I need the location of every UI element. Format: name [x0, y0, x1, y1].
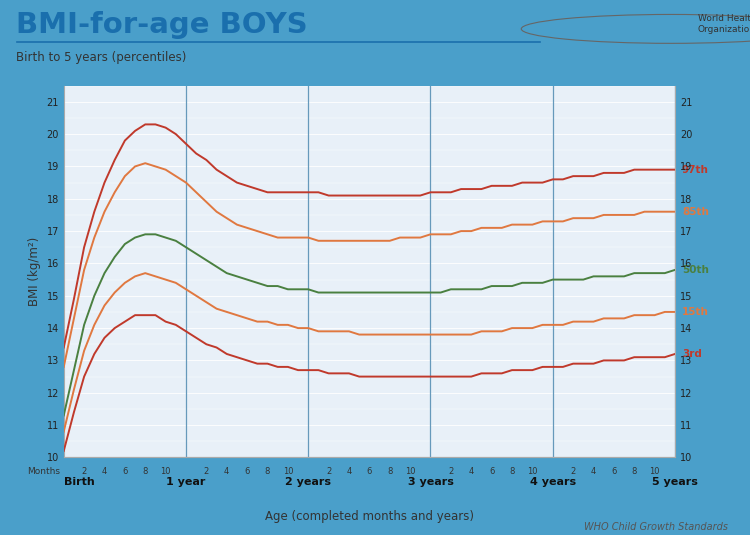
Text: 8: 8	[387, 467, 392, 476]
Text: 3 years: 3 years	[407, 477, 454, 487]
Text: 4: 4	[469, 467, 474, 476]
Text: 10: 10	[283, 467, 293, 476]
Text: 6: 6	[122, 467, 128, 476]
Text: Age (completed months and years): Age (completed months and years)	[265, 510, 474, 523]
Text: World Health
Organization: World Health Organization	[698, 14, 750, 34]
Text: 2: 2	[326, 467, 332, 476]
Text: 85th: 85th	[682, 207, 709, 217]
Text: 6: 6	[367, 467, 372, 476]
Text: 10: 10	[527, 467, 538, 476]
Text: Months: Months	[27, 467, 60, 476]
Y-axis label: BMI (kg/m²): BMI (kg/m²)	[28, 237, 41, 306]
Text: 8: 8	[632, 467, 637, 476]
Text: 2: 2	[82, 467, 87, 476]
Text: 15th: 15th	[682, 307, 709, 317]
Text: 4: 4	[102, 467, 107, 476]
Text: 4: 4	[224, 467, 230, 476]
Text: 8: 8	[265, 467, 270, 476]
Text: 6: 6	[244, 467, 250, 476]
Text: 8: 8	[509, 467, 515, 476]
Text: 10: 10	[650, 467, 660, 476]
Text: 4: 4	[346, 467, 352, 476]
Text: 50th: 50th	[682, 265, 709, 275]
Text: 3rd: 3rd	[682, 349, 702, 359]
Text: 2: 2	[204, 467, 209, 476]
Text: 4: 4	[591, 467, 596, 476]
Text: Birth: Birth	[64, 477, 94, 487]
Text: 6: 6	[489, 467, 494, 476]
Text: 8: 8	[142, 467, 148, 476]
Text: 2: 2	[571, 467, 576, 476]
Text: Birth to 5 years (percentiles): Birth to 5 years (percentiles)	[16, 50, 187, 64]
Text: 10: 10	[405, 467, 416, 476]
Text: 2: 2	[448, 467, 454, 476]
Text: WHO Child Growth Standards: WHO Child Growth Standards	[584, 522, 728, 532]
Text: 6: 6	[611, 467, 616, 476]
Text: 10: 10	[160, 467, 171, 476]
Text: 97th: 97th	[682, 165, 709, 174]
Text: 5 years: 5 years	[652, 477, 698, 487]
Text: BMI-for-age BOYS: BMI-for-age BOYS	[16, 11, 308, 39]
Text: 2 years: 2 years	[285, 477, 332, 487]
Text: 1 year: 1 year	[166, 477, 206, 487]
Text: 4 years: 4 years	[530, 477, 576, 487]
